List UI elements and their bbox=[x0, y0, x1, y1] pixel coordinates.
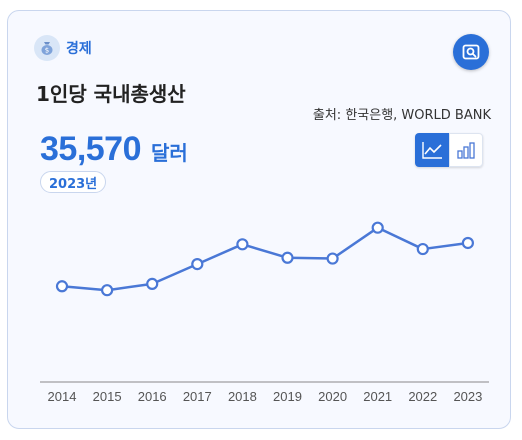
headline-value: 35,570 달러 bbox=[40, 130, 188, 169]
data-point-2018[interactable] bbox=[236, 238, 249, 251]
x-tick-label: 2020 bbox=[318, 389, 347, 404]
line-chart-toggle[interactable] bbox=[415, 133, 449, 167]
data-point-2020[interactable] bbox=[326, 252, 339, 265]
data-point-2021[interactable] bbox=[371, 221, 384, 234]
x-tick-label: 2015 bbox=[93, 389, 122, 404]
x-tick-label: 2018 bbox=[228, 389, 257, 404]
value-number: 35,570 bbox=[40, 130, 142, 168]
x-tick-label: 2016 bbox=[138, 389, 167, 404]
x-tick-label: 2019 bbox=[273, 389, 302, 404]
data-point-2022[interactable] bbox=[416, 242, 429, 256]
data-point-2023[interactable] bbox=[461, 236, 474, 250]
svg-text:$: $ bbox=[45, 47, 49, 55]
page-title: 1인당 국내총생산 bbox=[36, 82, 186, 106]
x-tick-label: 2021 bbox=[363, 389, 392, 404]
category-badge: $ 경제 bbox=[34, 35, 92, 61]
data-point-2014[interactable] bbox=[55, 280, 69, 293]
x-tick-label: 2023 bbox=[453, 389, 482, 404]
x-tick-label: 2014 bbox=[48, 389, 77, 404]
source-text: 출처: 한국은행, WORLD BANK bbox=[312, 108, 491, 123]
search-button[interactable] bbox=[453, 34, 489, 70]
category-label: 경제 bbox=[66, 41, 92, 57]
bar-chart-icon bbox=[457, 142, 475, 159]
line-chart-icon bbox=[422, 142, 442, 159]
bar-chart-toggle[interactable] bbox=[449, 133, 483, 167]
data-point-2016[interactable] bbox=[146, 277, 159, 290]
data-point-2019[interactable] bbox=[281, 251, 294, 264]
search-icon bbox=[462, 44, 480, 60]
chart-type-toggle bbox=[415, 133, 483, 167]
value-unit: 달러 bbox=[151, 141, 188, 165]
series-line bbox=[61, 226, 469, 292]
x-tick-label: 2022 bbox=[408, 389, 437, 404]
money-bag-icon: $ bbox=[34, 35, 60, 61]
data-point-2017[interactable] bbox=[191, 257, 204, 271]
year-badge: 2023년 bbox=[40, 171, 107, 193]
chart-card bbox=[7, 10, 511, 429]
x-tick-label: 2017 bbox=[183, 389, 212, 404]
data-point-2015[interactable] bbox=[100, 284, 114, 297]
